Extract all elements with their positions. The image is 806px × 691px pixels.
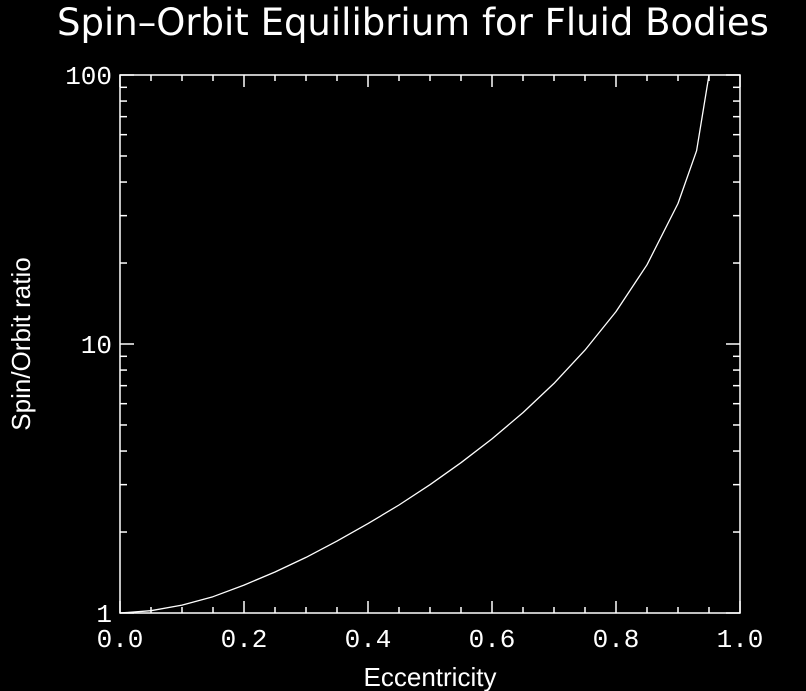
x-tick-label: 0.2 — [221, 625, 268, 655]
series-layer — [119, 74, 710, 614]
series-line — [119, 74, 710, 614]
axis-ticks — [119, 74, 741, 614]
y-axis-label: Spin/Orbit ratio — [6, 257, 36, 430]
x-tick-label: 0.8 — [593, 625, 640, 655]
axis-tick-labels: 0.0 0.2 0.4 0.6 0.8 1.0 1 10 100 — [65, 62, 763, 655]
y-tick-label: 10 — [81, 331, 112, 361]
x-tick-label: 1.0 — [717, 625, 764, 655]
x-tick-label: 0.6 — [469, 625, 516, 655]
x-tick-label: 0.4 — [345, 625, 392, 655]
x-tick-label: 0.0 — [97, 625, 144, 655]
chart-title: Spin–Orbit Equilibrium for Fluid Bodies — [57, 1, 769, 44]
y-tick-label: 1 — [96, 600, 112, 630]
x-axis-label: Eccentricity — [364, 662, 497, 691]
y-tick-label: 100 — [65, 62, 112, 92]
